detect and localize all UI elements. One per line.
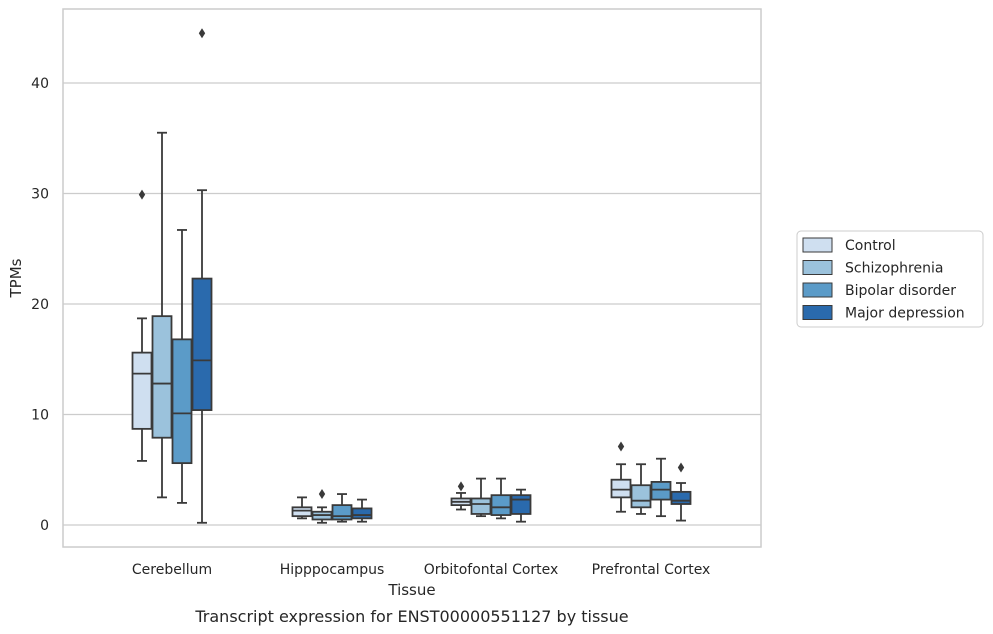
outlier-0 [457,481,465,492]
legend-frame [796,230,984,328]
box-1-3 [630,463,652,515]
box-body [490,494,512,516]
y-tick-0: 0 [40,518,49,534]
outlier-0 [138,189,146,200]
box-1-0 [151,131,173,499]
legend-swatch [802,305,833,320]
chart-caption: Transcript expression for ENST0000055112… [194,607,628,626]
box-body [470,497,492,515]
box-2-3 [650,457,672,518]
y-axis-label: TPMs [7,258,25,298]
legend-item-0: Control [802,237,896,254]
x-tick-0: Cerebellum [132,562,212,578]
legend-item-1: Schizophrenia [802,260,943,277]
box-body [191,277,213,411]
y-tick-40: 40 [31,76,49,92]
box-body [630,484,652,509]
box-body [151,315,173,439]
box-body [610,478,632,499]
box-2-0 [171,229,193,504]
box-0-1 [291,496,313,520]
legend-items: Control Schizophrenia Bipolar disorder Majo… [802,237,965,322]
box-series [131,28,692,524]
box-body [510,494,532,515]
box-3-2 [510,488,532,523]
y-tick-30: 30 [31,187,49,203]
outlier-0 [617,441,625,452]
outlier-0 [677,462,685,473]
box-3-1 [351,498,373,523]
y-tick-20: 20 [31,297,49,313]
box-0-0 [131,189,153,462]
box-body [351,507,373,520]
box-body [171,338,193,465]
box-1-2 [470,477,492,518]
x-tick-3: Prefrontal Cortex [592,562,711,578]
box-1-1 [311,489,333,524]
box-body [650,481,672,501]
box-0-3 [610,441,632,513]
x-tick-labels: Cerebellum Hipppocampus Orbitofontal Corte… [132,562,710,578]
box-2-1 [331,493,353,523]
legend-swatch [802,260,833,275]
outlier-0 [198,28,206,39]
x-tick-2: Orbitofontal Cortex [424,562,559,578]
y-tick-labels: 0 10 20 30 40 [31,76,49,534]
legend-label: Schizophrenia [845,261,943,277]
outlier-0 [318,489,326,500]
box-body [670,490,692,505]
legend-item-3: Major depression [802,305,965,322]
x-tick-1: Hipppocampus [280,562,385,578]
box-3-0 [191,28,213,524]
legend-label: Bipolar disorder [845,283,956,299]
legend-label: Major depression [845,306,965,322]
legend: Control Schizophrenia Bipolar disorder Majo… [796,230,984,328]
box-3-3 [670,462,692,522]
box-2-2 [490,477,512,520]
box-body [131,351,153,430]
legend-swatch [802,237,833,253]
legend-item-2: Bipolar disorder [802,282,956,299]
y-tick-10: 10 [31,408,49,424]
box-body [291,506,313,518]
x-axis-label: Tissue [387,581,435,599]
plot-area-border [62,8,762,548]
legend-label: Control [845,238,896,254]
box-body [331,504,353,521]
box-0-2 [450,481,472,511]
legend-swatch [802,282,833,298]
